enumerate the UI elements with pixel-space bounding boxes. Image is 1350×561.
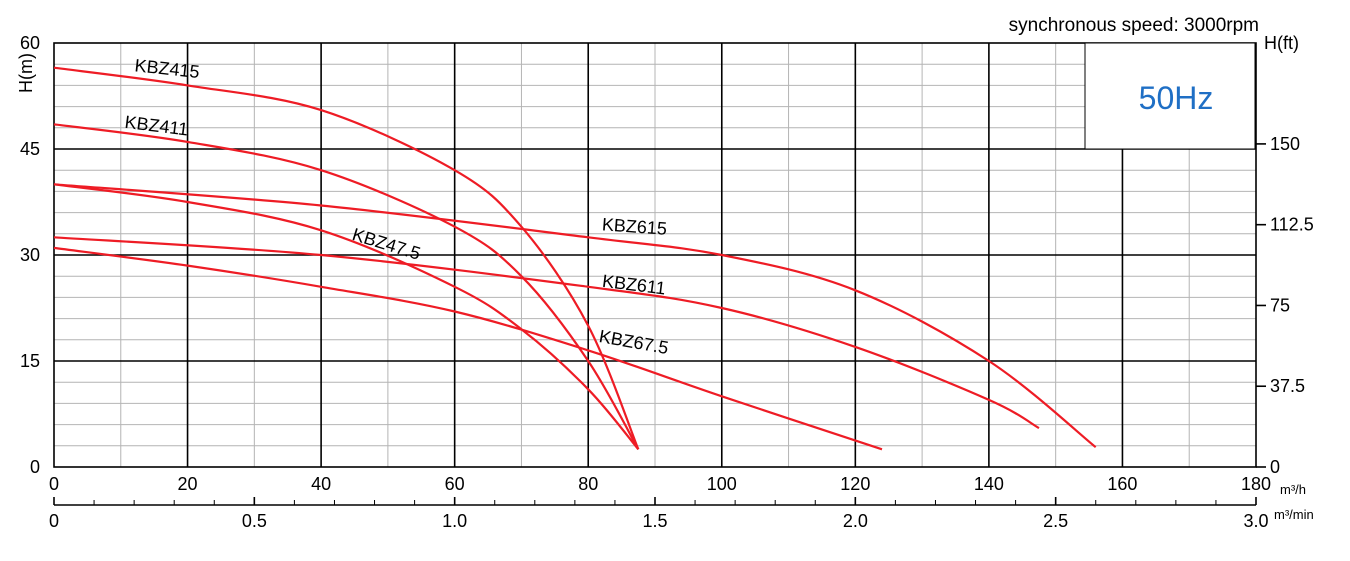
x-secondary-tick-label: 2.5 [1043,511,1068,531]
x-primary-tick-label: 0 [49,474,59,494]
x-secondary-tick-label: 0.5 [242,511,267,531]
curve-label: KBZ47.5 [350,224,423,264]
grid [53,42,1257,468]
x-primary-tick-label: 120 [840,474,870,494]
y-right-tick-label: 37.5 [1270,376,1305,396]
y-left-tick-label: 0 [30,457,40,477]
curve-kbz47-5 [53,183,640,451]
y-left-tick-label: 60 [20,33,40,53]
curve-kbz611 [53,236,1040,430]
y-left-tick-label: 30 [20,245,40,265]
axes: 0 15 30 45 60 0 37.5 75 112.5 150 0 20 40 60 80 100 120 1… [20,33,1314,531]
y-right-tick-label: 75 [1270,295,1290,315]
curve-label: KBZ615 [601,214,667,238]
curve-kbz415 [53,66,640,450]
x-secondary-tick-label: 3.0 [1243,511,1268,531]
x-secondary-tick-label: 1.0 [442,511,467,531]
curve-label: KBZ67.5 [598,326,670,358]
x-primary-tick-label: 60 [445,474,465,494]
curve-kbz615 [53,183,1097,449]
y-right-axis-label: H(ft) [1264,33,1299,53]
chart-title: synchronous speed: 3000rpm [1009,15,1259,36]
plot-border [53,42,1257,468]
x-secondary-tick-label: 0 [49,511,59,531]
frequency-box [1084,42,1256,150]
x-secondary-tick-label: 2.0 [843,511,868,531]
x-secondary-unit: m³/min [1274,507,1314,522]
curve-kbz67-5 [53,246,883,451]
x-secondary-tick-label: 1.5 [642,511,667,531]
x-primary-tick-label: 140 [974,474,1004,494]
y-left-tick-label: 15 [20,351,40,371]
y-right-tick-label: 0 [1270,457,1280,477]
curve-label: KBZ611 [601,271,667,299]
x-primary-unit: m³/h [1280,482,1306,497]
x-primary-tick-label: 80 [578,474,598,494]
x-primary-tick-label: 20 [178,474,198,494]
x-primary-tick-label: 100 [707,474,737,494]
curve-kbz411 [53,123,640,450]
x-primary-tick-label: 180 [1241,474,1271,494]
y-left-tick-label: 45 [20,139,40,159]
y-right-tick-label: 150 [1270,134,1300,154]
x-primary-tick-label: 160 [1107,474,1137,494]
curve-label: KBZ411 [124,112,190,140]
x-primary-tick-label: 40 [311,474,331,494]
frequency-label: 50Hz [1139,80,1214,116]
curves [53,66,1097,451]
y-right-tick-label: 112.5 [1270,215,1314,235]
y-left-axis-label: H(m) [16,53,36,93]
